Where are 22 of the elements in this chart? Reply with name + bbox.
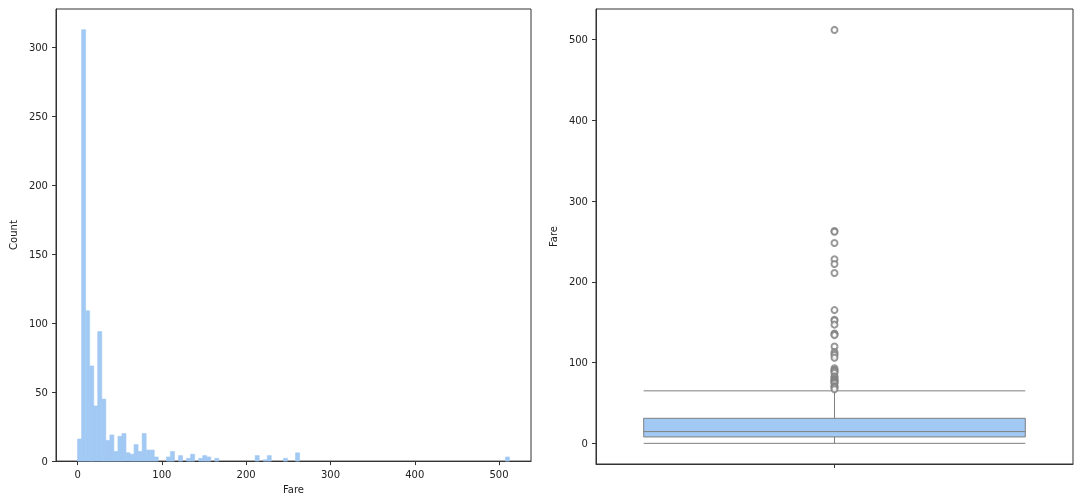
y-tick-label: 200 xyxy=(568,276,588,288)
x-tick-label: 400 xyxy=(405,468,425,480)
y-axis-title: Count xyxy=(7,220,19,250)
y-tick-label: 250 xyxy=(28,111,48,123)
x-tick-label: 100 xyxy=(152,468,172,480)
y-tick-label: 0 xyxy=(581,437,588,449)
y-tick-label: 100 xyxy=(568,357,588,369)
x-tick-label: 500 xyxy=(489,468,509,480)
y-tick-label: 400 xyxy=(568,114,588,126)
y-tick-label: 100 xyxy=(28,317,48,329)
y-tick-label: 150 xyxy=(28,248,48,260)
y-tick-label: 300 xyxy=(568,195,588,207)
y-tick-label: 0 xyxy=(41,455,48,467)
x-tick-label: 0 xyxy=(74,468,81,480)
y-tick-label: 500 xyxy=(568,34,588,46)
x-tick-label: 200 xyxy=(236,468,256,480)
y-tick-label: 300 xyxy=(28,42,48,54)
y-axis-title: Fare xyxy=(547,225,559,248)
y-tick-label: 50 xyxy=(35,386,48,398)
x-axis-title: Fare xyxy=(282,483,304,495)
x-tick-label: 300 xyxy=(320,468,340,480)
y-tick-label: 200 xyxy=(28,179,48,191)
